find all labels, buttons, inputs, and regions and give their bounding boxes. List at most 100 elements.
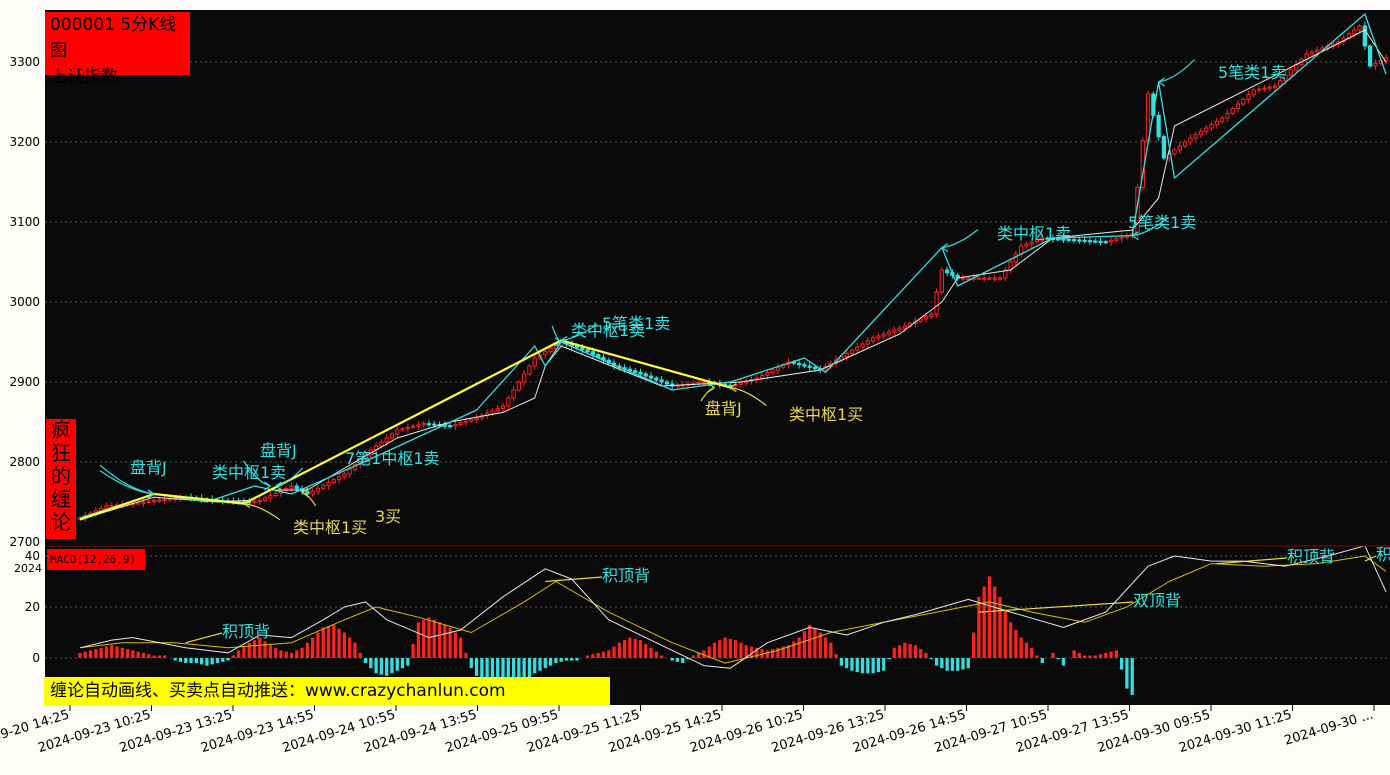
candle-body bbox=[257, 499, 262, 503]
macd-bar bbox=[644, 643, 648, 658]
macd-bar bbox=[353, 642, 357, 658]
annotation-arrowhead bbox=[301, 487, 309, 497]
macd-bar bbox=[601, 651, 606, 658]
candle-body bbox=[844, 352, 849, 358]
macd-bar bbox=[1082, 655, 1087, 658]
candle-body bbox=[796, 362, 802, 366]
macd-bar bbox=[178, 658, 183, 662]
annotation-arrow bbox=[99, 470, 155, 495]
candle-body bbox=[865, 340, 870, 345]
macd-bar bbox=[1014, 629, 1018, 658]
macd-bar bbox=[1040, 658, 1044, 664]
macd-bar bbox=[760, 649, 764, 658]
candle-body bbox=[141, 501, 146, 504]
macd-bar bbox=[892, 647, 896, 658]
macd-bar bbox=[189, 658, 193, 664]
chart-background bbox=[45, 10, 1390, 705]
moving-average-line bbox=[79, 29, 1387, 521]
macd-bar bbox=[612, 646, 616, 658]
candle-body bbox=[1288, 69, 1293, 76]
macd-bar bbox=[1077, 652, 1081, 658]
candle-body bbox=[892, 329, 897, 333]
macd-bar bbox=[236, 650, 241, 658]
macd-bar bbox=[1056, 658, 1060, 660]
candle-body bbox=[1225, 112, 1230, 119]
macd-bar bbox=[268, 645, 272, 658]
macd-bar bbox=[152, 655, 156, 658]
candle-body bbox=[1182, 141, 1188, 147]
macd-bar bbox=[723, 637, 727, 658]
macd-bar bbox=[897, 645, 902, 658]
macd-bar bbox=[1125, 658, 1129, 689]
macd-bar bbox=[554, 658, 558, 664]
candle-body bbox=[146, 500, 151, 503]
candle-body bbox=[511, 389, 516, 399]
candle-body bbox=[966, 277, 971, 280]
candle-body bbox=[738, 382, 744, 385]
candle-body bbox=[585, 349, 590, 353]
macd-bar bbox=[1088, 655, 1092, 658]
candle-body bbox=[923, 315, 929, 320]
macd-bar bbox=[940, 658, 944, 669]
candle-body bbox=[1156, 114, 1161, 138]
candle-body bbox=[1272, 85, 1278, 88]
macd-bar bbox=[1008, 622, 1013, 658]
promo-banner[interactable]: 缠论自动画线、买卖点自动推送：www.crazychanlun.com bbox=[44, 677, 610, 705]
macd-bar bbox=[332, 624, 336, 658]
macd-bar bbox=[162, 655, 167, 658]
macd-bar bbox=[744, 645, 748, 658]
candle-body bbox=[1119, 236, 1124, 240]
candle-body bbox=[162, 498, 167, 502]
macd-bar bbox=[511, 658, 516, 689]
candle-body bbox=[939, 269, 944, 293]
candle-body bbox=[849, 349, 855, 354]
candle-body bbox=[886, 331, 892, 335]
macd-bar bbox=[977, 596, 981, 658]
candle-body bbox=[902, 325, 907, 329]
macd-bar bbox=[654, 651, 658, 658]
side-char: 的 bbox=[51, 464, 71, 488]
candle-body bbox=[336, 476, 342, 481]
macd-bar bbox=[913, 645, 918, 658]
candle-body bbox=[469, 419, 474, 422]
macd-bar bbox=[210, 658, 214, 665]
candle-body bbox=[664, 381, 670, 385]
stock-code-title: 000001 5分K线图 bbox=[50, 15, 177, 61]
macd-bar bbox=[274, 647, 278, 658]
macd-grid bbox=[45, 555, 1390, 659]
macd-bar bbox=[908, 643, 912, 658]
candle-body bbox=[1082, 239, 1087, 242]
macd-bar bbox=[406, 658, 410, 666]
candle-body bbox=[474, 417, 479, 421]
candle-body bbox=[151, 499, 157, 503]
price-tick-label: 3300 bbox=[9, 55, 40, 69]
macd-bar bbox=[115, 646, 119, 658]
candle-body bbox=[770, 369, 775, 374]
macd-bar bbox=[1019, 637, 1023, 658]
macd-bar bbox=[1114, 650, 1118, 658]
candle-body bbox=[1029, 241, 1034, 245]
macd-bar bbox=[924, 652, 928, 658]
candle-body bbox=[252, 500, 257, 503]
candle-body bbox=[1235, 103, 1241, 110]
candle-body bbox=[490, 410, 495, 414]
macd-bar bbox=[141, 652, 146, 658]
macd-bar bbox=[929, 658, 933, 660]
macd-bar bbox=[316, 632, 320, 658]
macd-bar bbox=[104, 646, 109, 658]
candle-body bbox=[416, 424, 421, 427]
candle-body bbox=[812, 366, 818, 370]
candle-body bbox=[1056, 238, 1061, 241]
candle-body bbox=[516, 381, 521, 391]
macd-bar bbox=[263, 641, 267, 658]
signal-label: 3买 bbox=[375, 507, 401, 526]
macd-bar bbox=[496, 658, 500, 694]
annotation-arrow bbox=[243, 503, 281, 521]
candle-body bbox=[305, 490, 310, 495]
macd-bar bbox=[289, 652, 294, 658]
macd-bar bbox=[485, 658, 489, 689]
macd-bar bbox=[934, 658, 939, 666]
dea-line bbox=[79, 555, 1387, 664]
